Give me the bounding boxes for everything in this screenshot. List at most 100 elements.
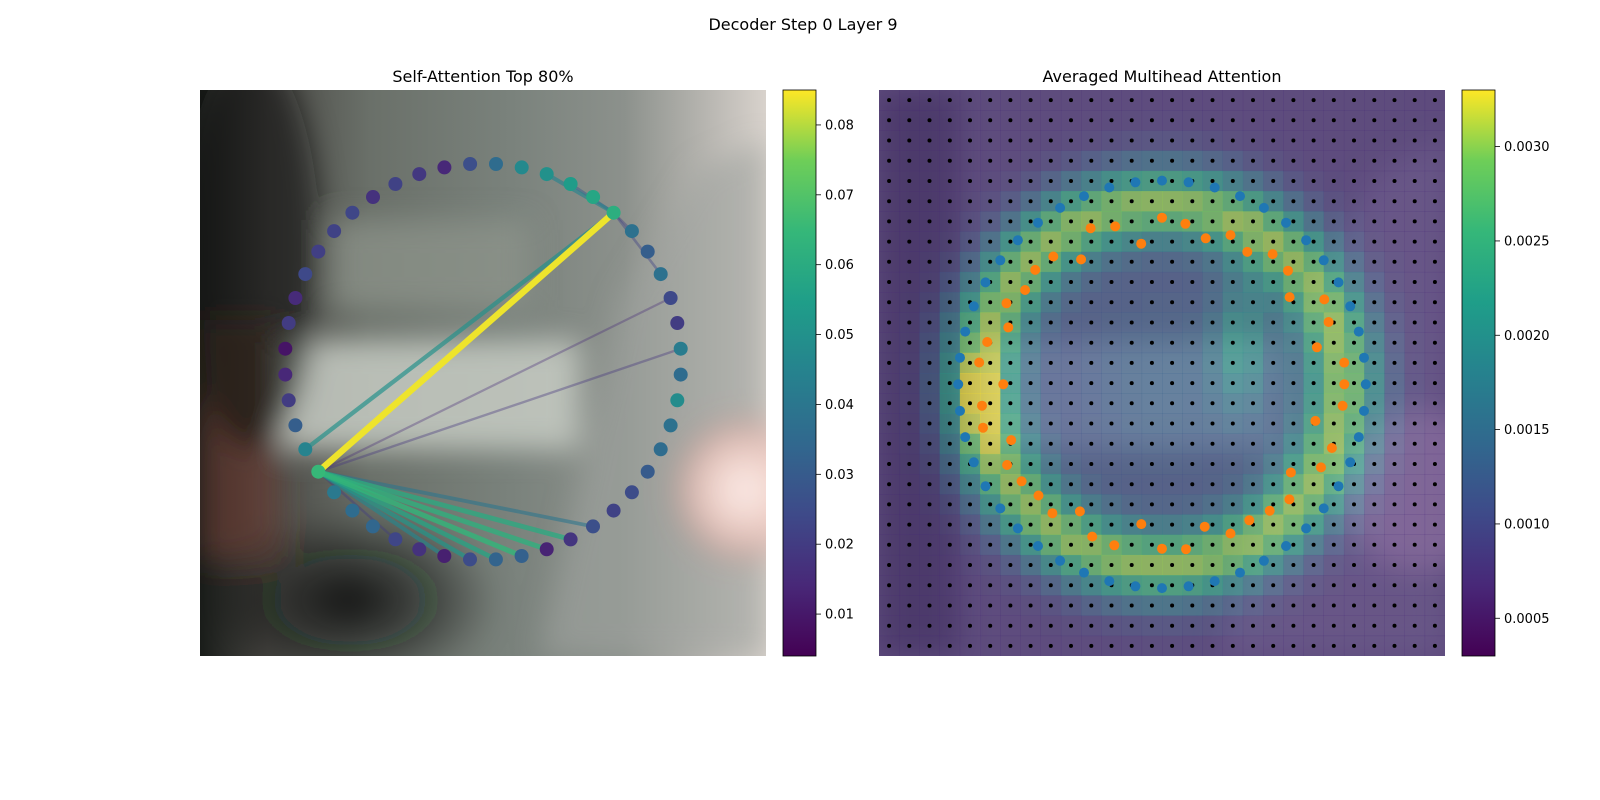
grid-dot xyxy=(947,381,952,386)
reference-point xyxy=(1047,508,1058,519)
grid-dot xyxy=(1048,502,1053,507)
grid-dot xyxy=(1028,360,1033,365)
grid-dot xyxy=(1352,98,1356,103)
reference-point xyxy=(1006,435,1017,446)
grid-dot xyxy=(968,280,972,284)
grid-dot xyxy=(1352,320,1356,325)
grid-dot xyxy=(1331,118,1336,123)
grid-dot xyxy=(1331,300,1336,305)
grid-dot xyxy=(1190,98,1195,103)
grid-dot xyxy=(1412,563,1417,567)
grid-dot xyxy=(1251,300,1255,305)
grid-dot xyxy=(1129,219,1134,224)
reference-point xyxy=(1157,543,1167,554)
query-point xyxy=(1183,177,1194,188)
grid-dot xyxy=(988,138,993,143)
grid-dot xyxy=(1190,603,1195,608)
grid-dot xyxy=(927,381,932,386)
grid-dot xyxy=(1392,138,1397,143)
grid-dot xyxy=(1109,381,1114,386)
grid-dot xyxy=(988,179,993,183)
grid-dot xyxy=(1311,583,1316,588)
grid-dot xyxy=(887,441,892,446)
reference-point xyxy=(982,337,993,347)
grid-dot xyxy=(1251,98,1255,103)
attention-point xyxy=(606,205,621,220)
grid-dot xyxy=(1271,219,1276,224)
query-point xyxy=(1333,481,1344,492)
grid-dot xyxy=(968,381,972,386)
grid-dot xyxy=(968,179,972,183)
grid-dot xyxy=(927,320,932,325)
grid-dot xyxy=(1109,98,1114,103)
query-point xyxy=(953,379,964,390)
attention-point xyxy=(606,503,621,518)
grid-dot xyxy=(927,482,932,487)
grid-dot xyxy=(1069,138,1073,143)
reference-point xyxy=(1310,415,1321,426)
grid-dot xyxy=(1251,360,1255,365)
grid-dot xyxy=(907,199,912,204)
grid-dot xyxy=(1372,300,1377,305)
grid-dot xyxy=(1372,118,1377,123)
grid-dot xyxy=(968,623,972,628)
grid-dot xyxy=(1311,280,1316,284)
grid-dot xyxy=(1190,138,1195,143)
grid-dot xyxy=(1412,643,1417,648)
grid-dot xyxy=(1392,462,1397,466)
grid-dot xyxy=(927,623,932,628)
grid-dot xyxy=(1089,441,1094,446)
grid-dot xyxy=(1129,643,1134,648)
grid-dot xyxy=(1331,199,1336,204)
grid-dot xyxy=(988,583,993,588)
grid-dot xyxy=(1372,138,1377,143)
attention-point xyxy=(412,542,427,557)
grid-dot xyxy=(1089,462,1094,466)
grid-dot xyxy=(1271,401,1276,406)
grid-dot xyxy=(968,118,972,123)
grid-dot xyxy=(1392,441,1397,446)
grid-dot xyxy=(968,199,972,204)
grid-dot xyxy=(1230,502,1235,507)
grid-dot xyxy=(1311,482,1316,487)
grid-dot xyxy=(927,138,932,143)
grid-dot xyxy=(1432,320,1437,325)
query-point xyxy=(1318,503,1329,514)
right-panel-title: Averaged Multihead Attention xyxy=(1043,67,1282,86)
reference-point xyxy=(1110,221,1121,232)
grid-dot xyxy=(1109,462,1114,466)
grid-dot xyxy=(1149,320,1154,325)
grid-dot xyxy=(1291,340,1296,345)
attention-point xyxy=(437,549,452,563)
grid-dot xyxy=(887,98,892,103)
grid-dot xyxy=(1109,603,1114,608)
colorbar-tick-label: 0.07 xyxy=(825,188,854,203)
grid-dot xyxy=(947,259,952,264)
grid-dot xyxy=(1170,320,1175,325)
query-point xyxy=(1079,191,1089,202)
grid-dot xyxy=(1291,643,1296,648)
grid-dot xyxy=(1109,340,1114,345)
grid-dot xyxy=(1372,158,1377,163)
attention-edges xyxy=(303,172,682,562)
grid-dot xyxy=(1251,441,1255,446)
query-point xyxy=(1281,541,1291,551)
grid-dot xyxy=(1190,421,1195,426)
grid-dot xyxy=(947,340,952,345)
grid-dot xyxy=(887,300,892,305)
grid-dot xyxy=(1432,381,1437,386)
grid-dot xyxy=(1352,643,1356,648)
grid-dot xyxy=(1432,340,1437,345)
grid-dot xyxy=(1008,643,1013,648)
attention-edge xyxy=(544,172,616,215)
grid-dot xyxy=(1230,401,1235,406)
query-point xyxy=(1209,182,1220,193)
query-point xyxy=(1281,217,1291,228)
grid-dot xyxy=(1392,259,1397,264)
colorbar-tick-label: 0.0010 xyxy=(1504,517,1550,532)
grid-dot xyxy=(1149,462,1154,466)
colorbar-tick-label: 0.04 xyxy=(825,398,854,413)
grid-dot xyxy=(1412,623,1417,628)
grid-dot xyxy=(1210,623,1215,628)
grid-dot xyxy=(1149,583,1154,588)
